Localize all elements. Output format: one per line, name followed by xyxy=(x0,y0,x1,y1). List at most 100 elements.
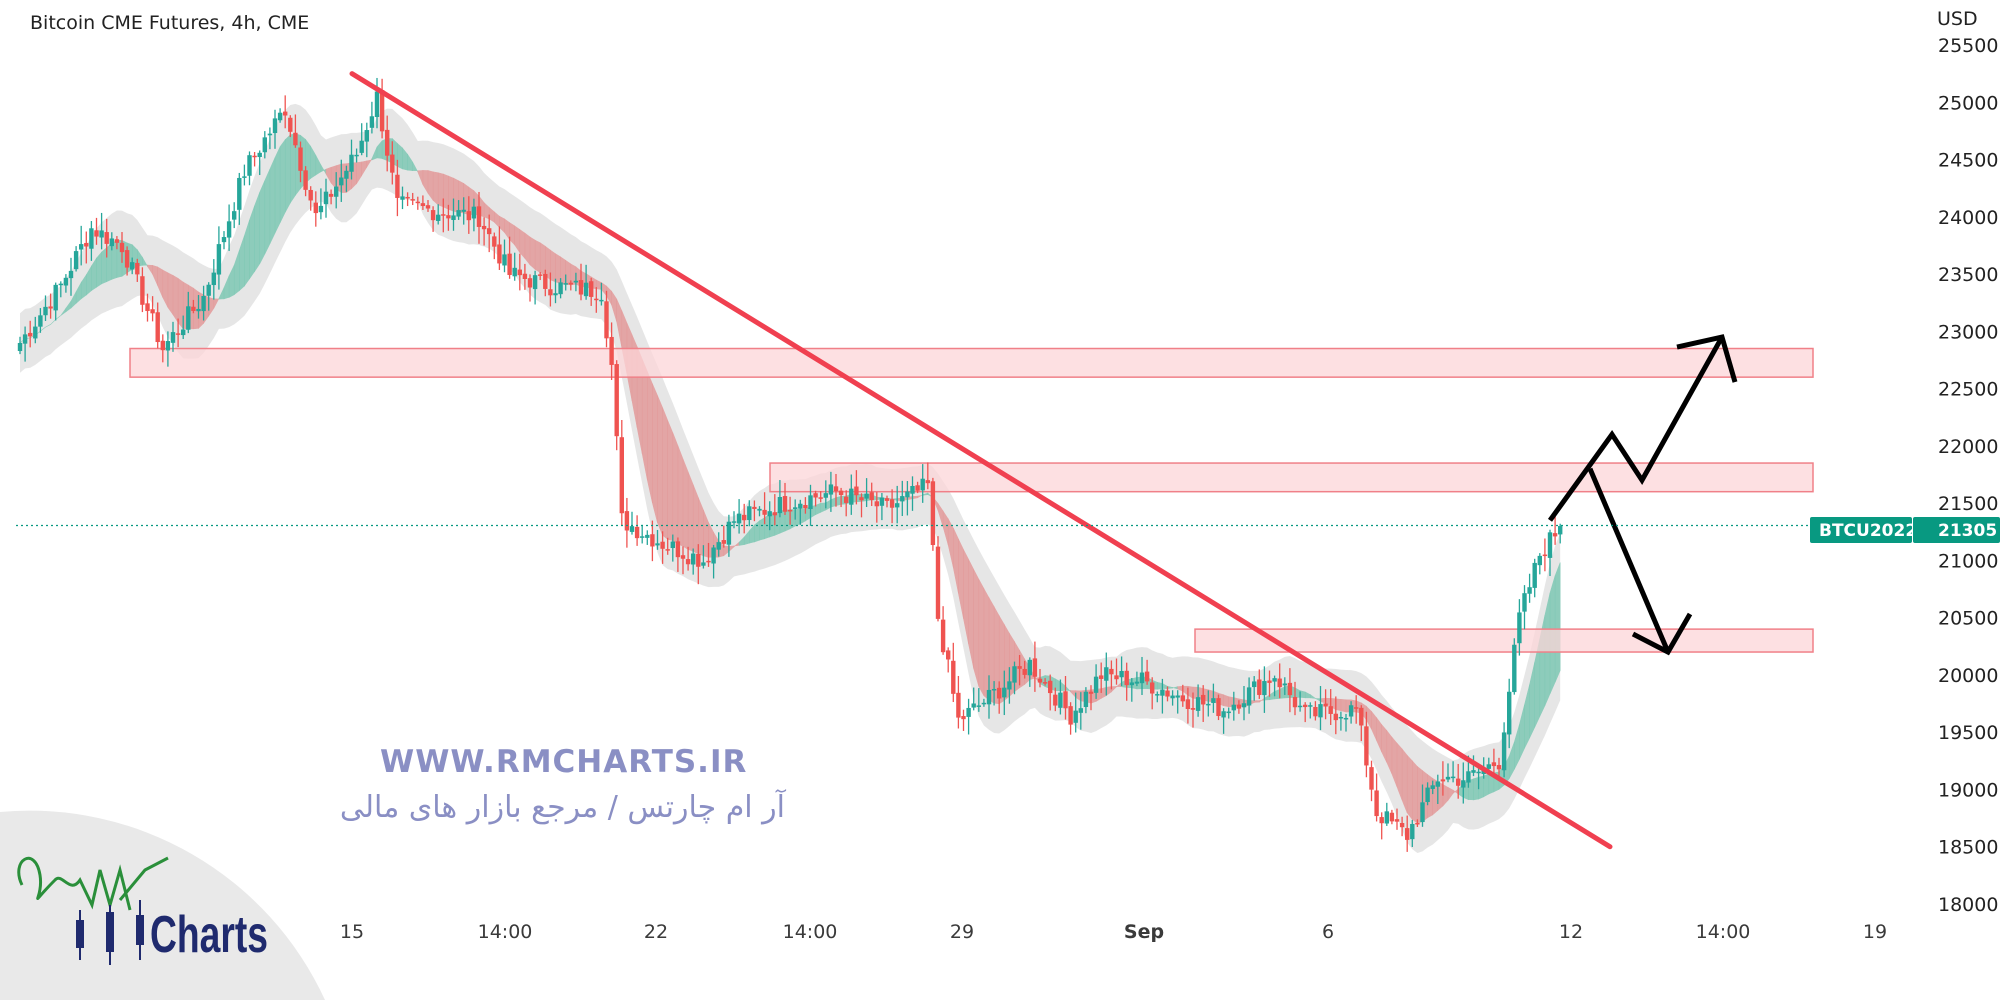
candle xyxy=(68,257,74,296)
candle xyxy=(895,485,900,524)
price-zone[interactable] xyxy=(769,462,1814,493)
ribbon-band xyxy=(667,420,674,541)
x-tick-label: 14:00 xyxy=(1696,921,1751,943)
candle xyxy=(318,188,324,220)
candle xyxy=(532,270,538,305)
candle xyxy=(1037,668,1043,688)
candle xyxy=(201,285,206,321)
arrowhead-up xyxy=(1676,334,1738,383)
candle xyxy=(135,258,140,282)
candle xyxy=(1180,684,1185,707)
candle xyxy=(420,195,426,211)
candle xyxy=(1252,676,1257,701)
y-tick-label: 23000 xyxy=(1938,321,1998,343)
candle xyxy=(991,681,997,706)
candle xyxy=(629,511,635,535)
projection-arrow-down[interactable] xyxy=(1587,467,1671,654)
ribbon-band xyxy=(759,517,765,541)
price-badge[interactable]: BTCU2022 21305 xyxy=(1810,517,2000,543)
ribbon-band xyxy=(1253,700,1260,703)
candle xyxy=(1389,809,1395,825)
candle xyxy=(298,141,303,183)
candle xyxy=(1150,677,1155,710)
ribbon-band xyxy=(458,180,465,214)
candle xyxy=(859,493,864,518)
candle xyxy=(1542,538,1548,572)
candle xyxy=(997,681,1002,714)
logo-signature-icon xyxy=(17,856,132,911)
candle xyxy=(114,236,120,250)
candle xyxy=(466,196,471,234)
candle xyxy=(1093,664,1099,699)
candle xyxy=(1221,708,1226,734)
candle xyxy=(752,500,757,522)
candle xyxy=(1257,669,1262,699)
watermark: WWW.RMCHARTS.IR آر ام چارتس / مرجع بازار… xyxy=(340,744,787,825)
candle xyxy=(1073,692,1078,733)
y-tick-label: 20500 xyxy=(1938,608,1998,630)
candle xyxy=(522,263,528,290)
candle xyxy=(1415,819,1420,828)
candle xyxy=(145,293,150,322)
candle xyxy=(379,78,385,139)
price-zone[interactable] xyxy=(129,347,1814,378)
candle xyxy=(140,267,145,313)
candle xyxy=(527,274,533,302)
candle xyxy=(1537,553,1542,575)
ribbon-band xyxy=(835,495,842,507)
candle xyxy=(1088,685,1094,711)
candle xyxy=(1139,656,1145,696)
candle xyxy=(410,192,415,206)
candle xyxy=(1501,722,1507,778)
candle xyxy=(798,499,803,525)
ribbon-band xyxy=(550,249,556,283)
candle xyxy=(303,166,308,197)
symbol-badge: BTCU2022 xyxy=(1819,521,1917,541)
price-badge-bg xyxy=(1913,517,2000,543)
candle xyxy=(1022,660,1027,679)
ribbon-band xyxy=(784,509,791,532)
candle xyxy=(940,606,946,655)
candle xyxy=(400,186,405,210)
ribbon-band xyxy=(657,395,663,536)
candle xyxy=(1394,808,1400,830)
logo-text: Charts xyxy=(150,906,268,964)
candle xyxy=(1216,694,1221,721)
candle xyxy=(986,675,992,719)
logo-backdrop xyxy=(0,810,325,1000)
candle xyxy=(1527,573,1532,603)
candle xyxy=(405,192,410,207)
candle xyxy=(1160,678,1165,714)
candle xyxy=(1063,675,1068,720)
ribbon-band xyxy=(1412,760,1418,824)
y-tick-label: 19000 xyxy=(1938,779,1998,801)
candle xyxy=(119,232,125,263)
candle xyxy=(186,291,191,334)
trendline[interactable] xyxy=(349,71,1613,850)
candle xyxy=(961,709,966,731)
candle xyxy=(79,225,84,266)
candle xyxy=(395,159,400,217)
projection-arrow-up[interactable] xyxy=(1547,335,1725,522)
candle xyxy=(879,492,885,521)
candle xyxy=(849,474,854,515)
y-tick-label: 22000 xyxy=(1938,436,1998,458)
candle xyxy=(58,281,63,298)
ribbon-band xyxy=(1223,694,1229,708)
ribbon-band xyxy=(983,587,990,701)
candle xyxy=(1547,529,1553,577)
candle xyxy=(252,152,257,167)
candle xyxy=(966,698,971,735)
candle xyxy=(553,278,558,304)
candle xyxy=(634,515,640,546)
candle xyxy=(1440,761,1446,796)
ribbon-band xyxy=(1192,686,1199,700)
candle xyxy=(833,473,839,507)
candle xyxy=(38,308,43,333)
candle xyxy=(206,282,211,311)
ribbon-band xyxy=(96,251,102,288)
candle xyxy=(772,494,777,526)
candle xyxy=(747,500,752,527)
ribbon-band xyxy=(1483,773,1490,798)
arrowhead-down xyxy=(1631,612,1693,656)
